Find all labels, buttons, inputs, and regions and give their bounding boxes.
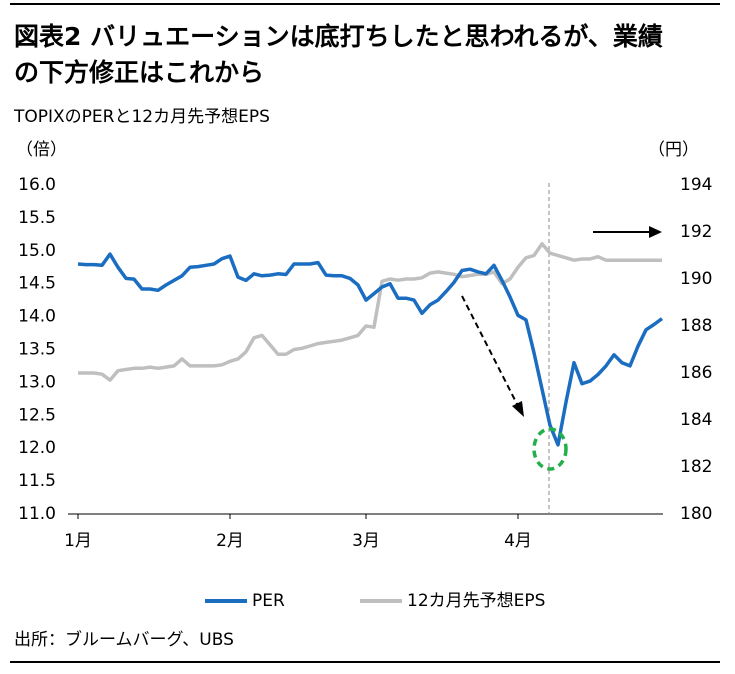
y-tick-label: 15.0 [18, 241, 56, 261]
x-tick-label: 4月 [504, 531, 532, 551]
y2-tick-label: 182 [680, 457, 712, 477]
y-axis-label: （倍） [16, 140, 67, 160]
y-tick-label: 13.5 [18, 340, 56, 360]
arrow-head [649, 226, 662, 238]
series-line [77, 252, 664, 447]
x-tick-label: 3月 [352, 531, 380, 551]
y2-tick-label: 186 [680, 363, 712, 383]
y-tick-label: 11.5 [18, 471, 56, 491]
arrow-head [512, 401, 524, 417]
y-tick-label: 12.0 [18, 438, 56, 458]
y-tick-label: 14.0 [18, 307, 56, 327]
y2-tick-label: 180 [680, 504, 712, 524]
y-tick-label: 15.5 [18, 208, 56, 228]
y2-tick-label: 192 [680, 222, 712, 242]
chart-subtitle: TOPIXのPERと12カ月先予想EPS [13, 107, 270, 127]
y-tick-label: 13.0 [18, 372, 56, 392]
y-tick-label: 11.0 [18, 504, 56, 524]
x-tick-label: 2月 [216, 531, 244, 551]
x-tick-label: 1月 [64, 531, 92, 551]
chart-title: の下方修正はこれから [14, 58, 264, 87]
series-line [78, 242, 662, 382]
y2-tick-label: 184 [680, 410, 712, 430]
chart-title: 図表2 バリュエーションは底打ちしたと思われるが、業績 [14, 22, 663, 51]
y2-axis-label: （円） [648, 140, 699, 160]
legend-label: 12カ月先予想EPS [407, 591, 545, 611]
y2-tick-label: 194 [680, 175, 712, 195]
y-tick-label: 14.5 [18, 274, 56, 294]
annotation-arrow [461, 295, 519, 407]
y2-tick-label: 190 [680, 269, 712, 289]
y2-tick-label: 188 [680, 316, 712, 336]
y-tick-label: 16.0 [18, 175, 56, 195]
highlight-circle [532, 427, 568, 471]
y-tick-label: 12.5 [18, 405, 56, 425]
legend-label: PER [252, 591, 285, 611]
plot [77, 242, 664, 447]
legend: PER 12カ月先予想EPS [205, 591, 545, 611]
source-note: 出所：ブルームバーグ、UBS [14, 629, 234, 650]
